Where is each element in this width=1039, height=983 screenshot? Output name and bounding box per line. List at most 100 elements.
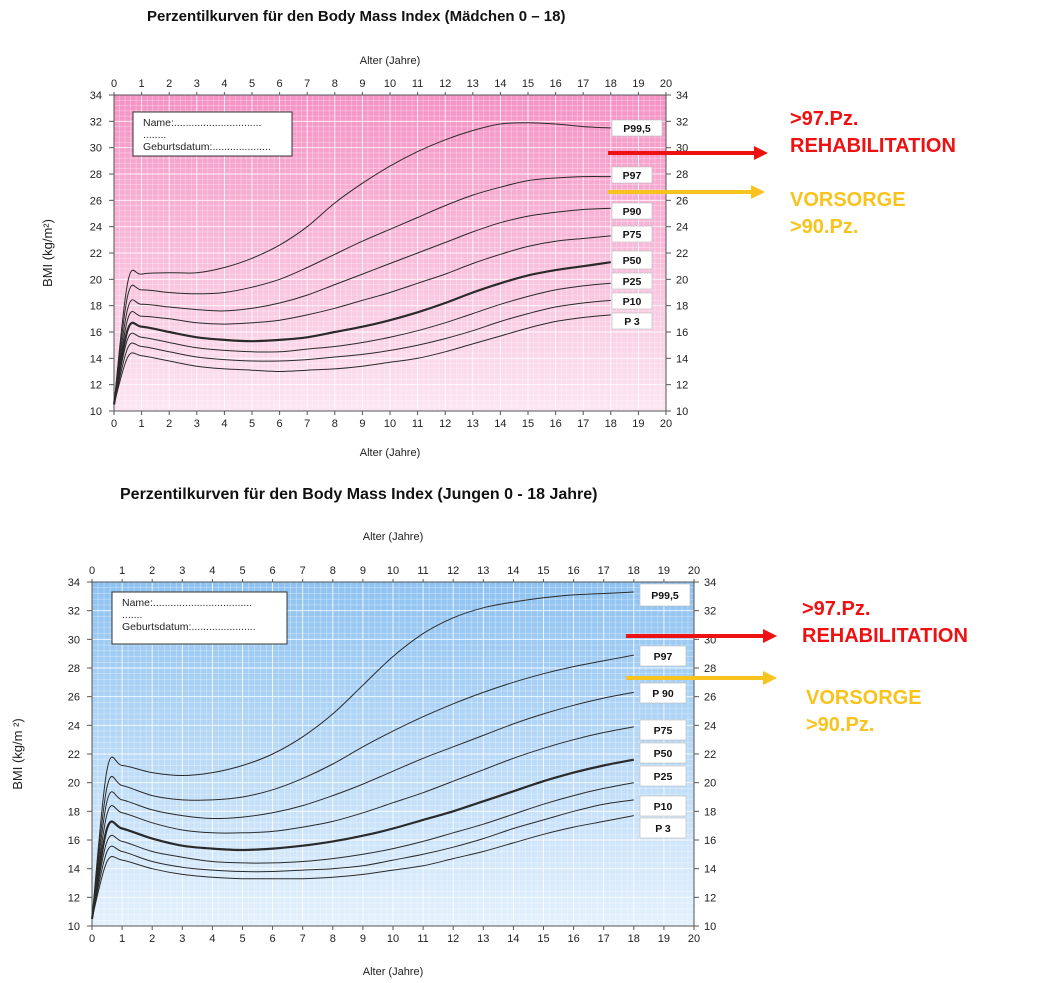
boys-x-tick-bottom: 5: [239, 933, 245, 945]
boys-curve-p97: [91, 654, 634, 919]
girls-percentile-label: P50: [623, 255, 642, 267]
boys-percentile-label: P10: [654, 801, 673, 813]
boys-percentile-label-box: [639, 765, 687, 787]
girls-x-tick-top: 8: [332, 78, 338, 90]
boys-y-axis-title: BMI (kg/m ²): [10, 718, 25, 790]
girls-x-tick-bottom: 11: [412, 418, 423, 430]
boys-x-tick-bottom: 15: [537, 933, 549, 945]
boys-y-tick-left: 26: [68, 692, 80, 704]
girls-percentile-label: P25: [623, 276, 642, 288]
girls-x-tick-bottom: 6: [277, 418, 283, 430]
girls-y-tick-right: 20: [676, 274, 688, 286]
boys-percentile-label: P 90: [652, 688, 674, 700]
girls-x-tick-bottom: 2: [166, 418, 172, 430]
girls-y-tick-right: 10: [676, 406, 688, 418]
boys-percentile-label-box: [639, 817, 687, 839]
boys-x-tick-top: 11: [417, 565, 428, 577]
boys-x-tick-top: 3: [179, 565, 185, 577]
girls-form-field: ........: [143, 129, 166, 141]
boys-x-tick-bottom: 0: [89, 933, 95, 945]
girls-y-tick-right: 28: [676, 169, 688, 181]
rehab-annotation-girls: >97.Pz. REHABILITATION: [790, 106, 956, 160]
girls-y-tick-right: 18: [676, 301, 688, 313]
boys-x-tick-bottom: 1: [119, 933, 125, 945]
girls-percentile-label-box: [611, 225, 653, 243]
girls-x-tick-bottom: 12: [439, 418, 451, 430]
girls-x-tick-top: 17: [577, 78, 589, 90]
girls-percentile-label: P 3: [624, 316, 640, 328]
girls-x-tick-top: 9: [359, 78, 365, 90]
girls-y-tick-left: 14: [90, 353, 102, 365]
rehab-annotation-boys: >97.Pz. REHABILITATION: [802, 596, 968, 650]
girls-x-tick-top: 5: [249, 78, 255, 90]
boys-y-tick-left: 16: [68, 835, 80, 847]
boys-y-tick-right: 24: [704, 720, 716, 732]
boys-x-tick-top: 4: [209, 565, 215, 577]
boys-percentile-label-box: [639, 682, 687, 704]
girls-y-tick-right: 16: [676, 327, 688, 339]
boys-x-tick-top: 9: [360, 565, 366, 577]
boys-x-tick-top: 6: [270, 565, 276, 577]
boys-curve-p90: [91, 691, 634, 919]
boys-y-tick-right: 32: [704, 606, 716, 618]
boys-rehab-arrow: [626, 629, 777, 643]
boys-y-tick-left: 20: [68, 778, 80, 790]
boys-curve-p75: [91, 726, 634, 919]
boys-curve-p10: [91, 799, 634, 919]
girls-curve-p25: [113, 282, 611, 405]
boys-y-tick-right: 22: [704, 749, 716, 761]
boys-x-axis-title-bottom: Alter (Jahre): [363, 966, 424, 978]
girls-y-tick-right: 12: [676, 380, 688, 392]
girls-y-tick-right: 26: [676, 195, 688, 207]
girls-x-tick-top: 0: [111, 78, 117, 90]
boys-x-tick-bottom: 11: [417, 933, 428, 945]
girls-x-tick-top: 14: [494, 78, 506, 90]
girls-form-field: Geburtsdatum:....................: [143, 141, 271, 153]
boys-x-tick-top: 8: [330, 565, 336, 577]
girls-x-tick-top: 4: [221, 78, 227, 90]
girls-x-tick-top: 7: [304, 78, 310, 90]
girls-curve-p97: [113, 176, 611, 405]
girls-percentile-label-box: [611, 272, 653, 290]
girls-x-tick-bottom: 5: [249, 418, 255, 430]
girls-x-tick-bottom: 8: [332, 418, 338, 430]
boys-y-tick-left: 32: [68, 606, 80, 618]
girls-x-tick-bottom: 14: [494, 418, 506, 430]
boys-y-tick-left: 28: [68, 663, 80, 675]
boys-x-tick-top: 17: [598, 565, 610, 577]
vorsorge-threshold-label: >90.Pz.: [806, 714, 875, 736]
girls-x-tick-bottom: 13: [467, 418, 479, 430]
girls-y-tick-right: 14: [676, 353, 688, 365]
boys-x-tick-bottom: 9: [360, 933, 366, 945]
girls-percentile-label: P75: [623, 229, 642, 241]
girls-x-tick-top: 1: [139, 78, 145, 90]
boys-y-tick-right: 14: [704, 864, 716, 876]
boys-x-tick-top: 20: [688, 565, 700, 577]
boys-vorsorge-arrow: [626, 671, 777, 685]
boys-y-tick-left: 22: [68, 749, 80, 761]
boys-y-tick-right: 28: [704, 663, 716, 675]
boys-x-tick-top: 19: [658, 565, 670, 577]
girls-x-tick-bottom: 4: [221, 418, 227, 430]
girls-y-tick-left: 32: [90, 116, 102, 128]
boys-percentile-label-box: [639, 742, 687, 764]
boys-x-tick-bottom: 17: [598, 933, 610, 945]
boys-x-tick-bottom: 19: [658, 933, 670, 945]
girls-x-tick-bottom: 1: [139, 418, 145, 430]
boys-x-tick-top: 0: [89, 565, 95, 577]
girls-y-tick-left: 22: [90, 248, 102, 260]
boys-x-tick-top: 14: [507, 565, 519, 577]
girls-y-tick-right: 22: [676, 248, 688, 260]
girls-y-axis-title: BMI (kg/m²): [40, 219, 55, 287]
boys-percentile-label: P 3: [655, 823, 671, 835]
vorsorge-threshold-label: >90.Pz.: [790, 216, 859, 238]
boys-y-tick-right: 12: [704, 892, 716, 904]
boys-y-tick-left: 34: [68, 577, 80, 589]
boys-y-tick-left: 18: [68, 806, 80, 818]
girls-y-tick-left: 20: [90, 274, 102, 286]
girls-x-tick-top: 3: [194, 78, 200, 90]
girls-curve-p50: [112, 261, 611, 405]
girls-percentile-label: P10: [623, 296, 642, 308]
girls-y-tick-left: 12: [90, 380, 102, 392]
